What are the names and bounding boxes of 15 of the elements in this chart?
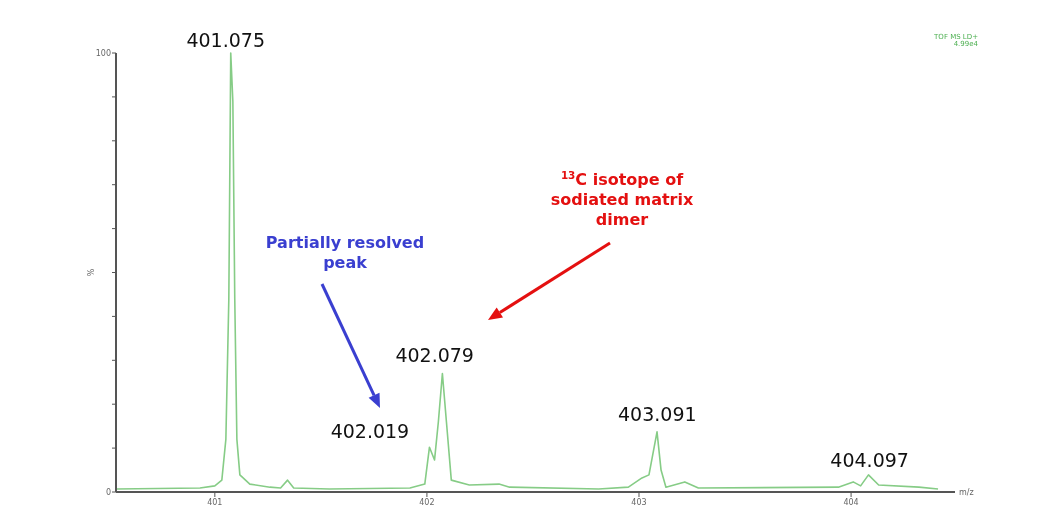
x-tick-label: 401 (207, 498, 223, 507)
annotation: 402.079 (395, 344, 474, 367)
x-tick-label: 402 (419, 498, 435, 507)
y-tick-label: 0 (105, 488, 111, 497)
annotation: $^{13}$C isotope of sodiated matrix dimer (550, 169, 694, 229)
annotation: 401.075 (186, 29, 266, 51)
y-axis-title: % (87, 268, 96, 277)
annotation: Partially resolved peak (265, 233, 425, 272)
annotation: 403.091 (618, 402, 697, 425)
annotation: 402.019 (330, 420, 410, 443)
x-tick-label: 404 (843, 498, 859, 507)
annotation: 404.097 (830, 448, 909, 471)
y-tick-label: 100 (95, 49, 111, 58)
x-axis-title: m/z (959, 488, 974, 497)
x-tick-label: 403 (631, 498, 647, 507)
